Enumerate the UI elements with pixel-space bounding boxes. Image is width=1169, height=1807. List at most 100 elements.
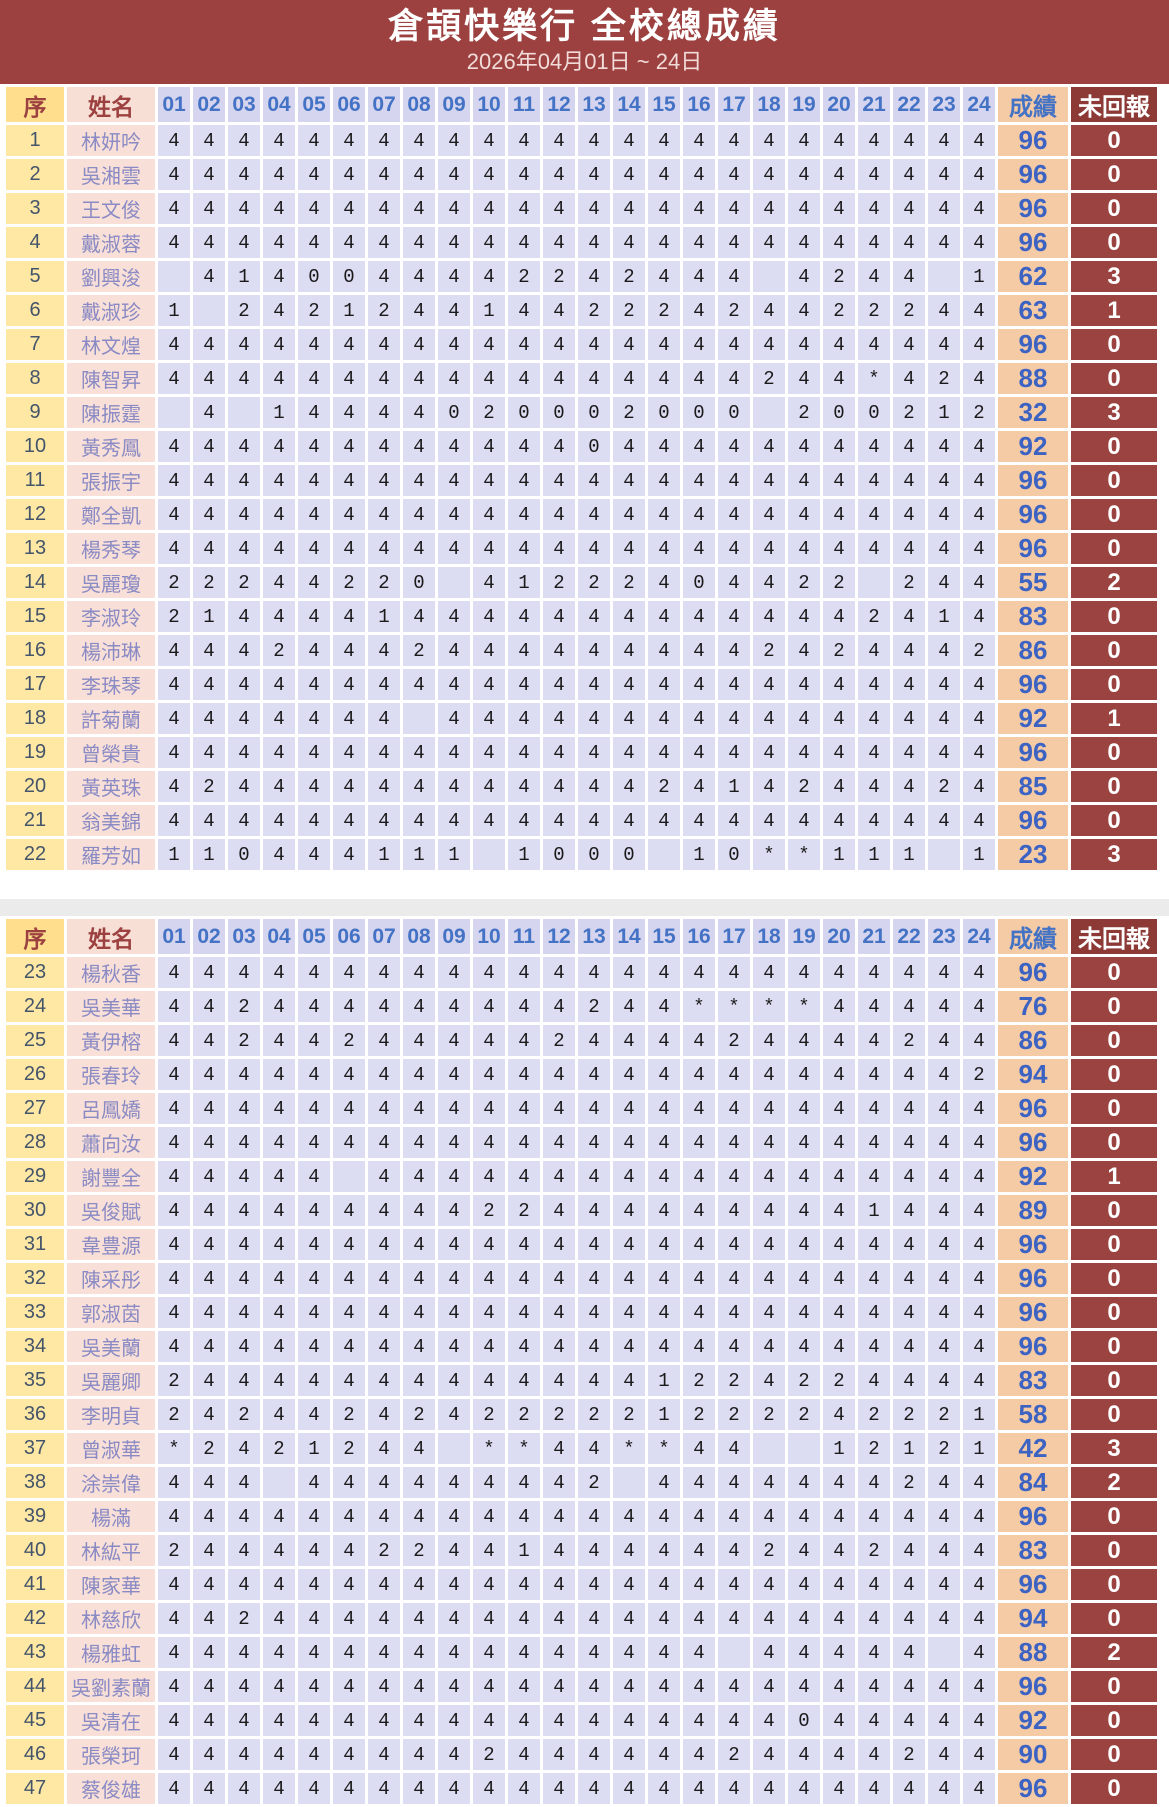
day-value: 4 (403, 261, 435, 292)
day-value: 4 (963, 1705, 995, 1736)
day-value: 4 (333, 1569, 365, 1600)
day-value: 4 (613, 1025, 645, 1056)
day-value: 4 (368, 431, 400, 462)
day-value: 4 (193, 635, 225, 666)
col-header-day: 12 (543, 87, 575, 122)
day-value: 4 (228, 1773, 260, 1804)
day-value: 4 (648, 567, 680, 598)
student-name: 王文俊 (67, 193, 155, 224)
day-value: 4 (823, 1739, 855, 1770)
day-value: 4 (578, 737, 610, 768)
day-value: 2 (263, 1433, 295, 1464)
day-value: 4 (298, 1195, 330, 1226)
day-value: 4 (858, 957, 890, 988)
day-value: 4 (718, 329, 750, 360)
day-value: 4 (893, 261, 925, 292)
day-value: 4 (333, 1501, 365, 1532)
student-name: 楊沛琳 (67, 635, 155, 666)
day-value: 4 (823, 1773, 855, 1804)
day-value: 4 (228, 805, 260, 836)
day-value: 4 (928, 805, 960, 836)
day-value: 4 (823, 227, 855, 258)
day-value: 4 (263, 1331, 295, 1362)
day-value: 1 (228, 261, 260, 292)
day-value: 4 (473, 431, 505, 462)
day-value (403, 703, 435, 734)
day-value: 4 (718, 431, 750, 462)
day-value: 4 (403, 737, 435, 768)
day-value: 4 (228, 329, 260, 360)
day-value: 1 (893, 1433, 925, 1464)
day-value: 4 (473, 1297, 505, 1328)
day-value: 4 (298, 363, 330, 394)
row-number: 29 (6, 1161, 64, 1192)
day-value: 4 (543, 1365, 575, 1396)
day-value: 4 (543, 431, 575, 462)
student-name: 劉興浚 (67, 261, 155, 292)
day-value: 4 (963, 431, 995, 462)
day-value: 0 (543, 397, 575, 428)
day-value: 4 (928, 1229, 960, 1260)
day-value: 4 (683, 261, 715, 292)
day-value: 2 (543, 261, 575, 292)
day-value: 4 (508, 533, 540, 564)
day-value: 4 (648, 193, 680, 224)
unreported-count: 0 (1071, 1705, 1157, 1736)
day-value: 4 (963, 125, 995, 156)
row-number: 24 (6, 991, 64, 1022)
student-name: 張振宇 (67, 465, 155, 496)
day-value: 4 (543, 1059, 575, 1090)
day-value: 4 (333, 1535, 365, 1566)
day-value (158, 261, 190, 292)
day-value: 4 (963, 991, 995, 1022)
day-value: 4 (228, 635, 260, 666)
day-value: 4 (893, 1603, 925, 1634)
day-value: 4 (263, 1501, 295, 1532)
day-value: 4 (158, 465, 190, 496)
day-value: 4 (788, 125, 820, 156)
day-value: 4 (438, 1229, 470, 1260)
day-value: 4 (403, 363, 435, 394)
day-value: 4 (963, 1195, 995, 1226)
day-value: 4 (368, 1093, 400, 1124)
day-value: 4 (613, 1671, 645, 1702)
day-value: 4 (578, 159, 610, 190)
total-score: 96 (998, 737, 1068, 768)
day-value: 4 (858, 635, 890, 666)
total-score: 92 (998, 431, 1068, 462)
day-value: 4 (683, 363, 715, 394)
day-value: * (158, 1433, 190, 1464)
day-value: 4 (893, 957, 925, 988)
day-value: 4 (613, 363, 645, 394)
day-value: 4 (788, 499, 820, 530)
day-value: 4 (788, 1535, 820, 1566)
day-value (718, 1637, 750, 1668)
day-value: 4 (543, 1229, 575, 1260)
day-value: 4 (508, 991, 540, 1022)
day-value: 4 (368, 1229, 400, 1260)
day-value: 4 (508, 1297, 540, 1328)
student-name: 林妍吟 (67, 125, 155, 156)
day-value: 4 (718, 261, 750, 292)
day-value: 1 (963, 1433, 995, 1464)
day-value: 4 (683, 125, 715, 156)
day-value: 2 (893, 1025, 925, 1056)
day-value: 4 (473, 1331, 505, 1362)
day-value: 4 (298, 1093, 330, 1124)
day-value: 2 (928, 771, 960, 802)
table-row: 40 林紘平 2 4 4 4 4 4 2 2 4 4 1 4 4 4 4 4 4 2 4 4 2 4 4 4 83 0 (6, 1535, 1157, 1566)
day-value: 4 (963, 1297, 995, 1328)
day-value: 4 (473, 499, 505, 530)
day-value: 0 (228, 839, 260, 870)
col-header-score: 成績 (998, 87, 1068, 122)
day-value: 4 (648, 1195, 680, 1226)
day-value: 4 (823, 1603, 855, 1634)
day-value: 4 (753, 1025, 785, 1056)
day-value: 4 (368, 329, 400, 360)
student-name: 吳美蘭 (67, 1331, 155, 1362)
day-value: 4 (648, 1603, 680, 1634)
day-value: 4 (158, 1127, 190, 1158)
day-value: 4 (263, 1535, 295, 1566)
day-value: 4 (508, 159, 540, 190)
day-value: 2 (403, 1535, 435, 1566)
